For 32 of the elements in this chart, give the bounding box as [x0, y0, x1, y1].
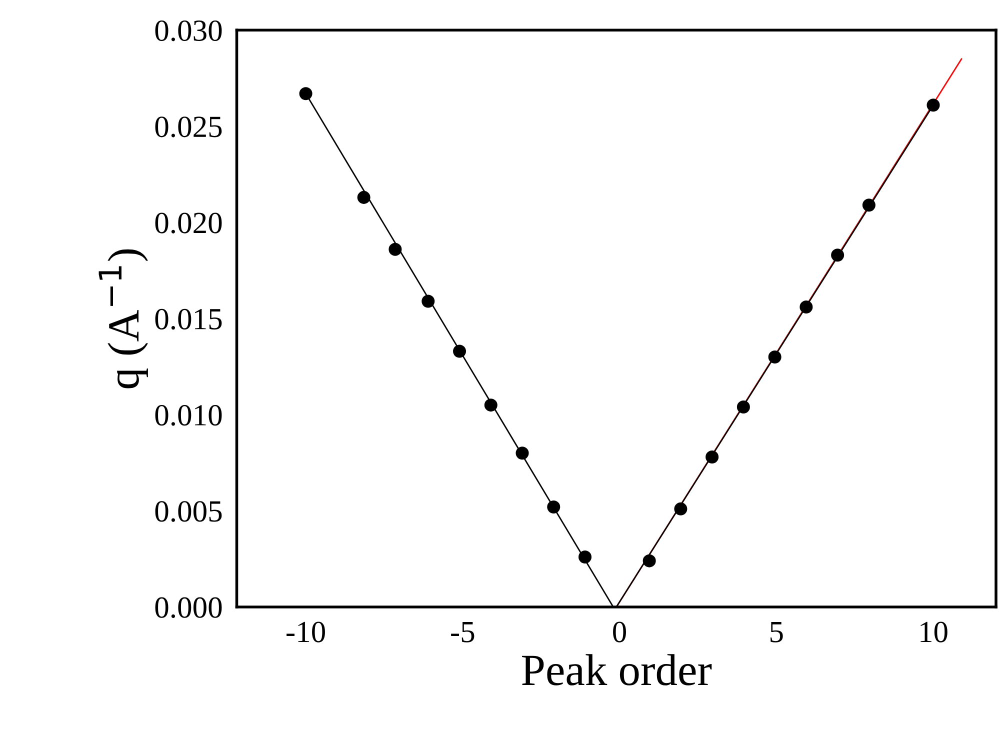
point — [926, 98, 940, 112]
point — [453, 344, 466, 358]
point — [642, 554, 656, 568]
x-tick-label: 0 — [613, 622, 626, 642]
point — [768, 350, 782, 364]
point — [706, 450, 719, 464]
point — [357, 190, 370, 204]
point — [578, 550, 592, 564]
point — [422, 294, 435, 308]
point — [736, 400, 750, 414]
y-tick-label: 0.025 — [155, 116, 222, 138]
x-axis-title: Peak order — [522, 654, 712, 686]
point — [800, 300, 813, 314]
y-tick-label: 0.030 — [155, 20, 222, 42]
point — [299, 87, 312, 100]
point — [674, 502, 688, 516]
point — [516, 446, 529, 460]
y-tick-label: 0.000 — [155, 597, 222, 618]
point — [831, 248, 844, 262]
y-tick-label: 0.005 — [155, 501, 222, 522]
point — [862, 198, 876, 212]
y-axis-title: q (A$^{−1}$) — [98, 249, 148, 388]
point — [547, 500, 560, 514]
x-tick-label: 10 — [920, 622, 948, 642]
x-tick-label: -10 — [286, 622, 325, 642]
y-tick-label: 0.015 — [155, 308, 222, 330]
y-tick-label: 0.020 — [155, 212, 222, 234]
point — [484, 398, 498, 412]
y-tick-label: 0.010 — [155, 404, 222, 426]
x-tick-label: -5 — [451, 622, 474, 642]
x-tick-label: 5 — [770, 622, 783, 642]
point — [388, 242, 402, 256]
